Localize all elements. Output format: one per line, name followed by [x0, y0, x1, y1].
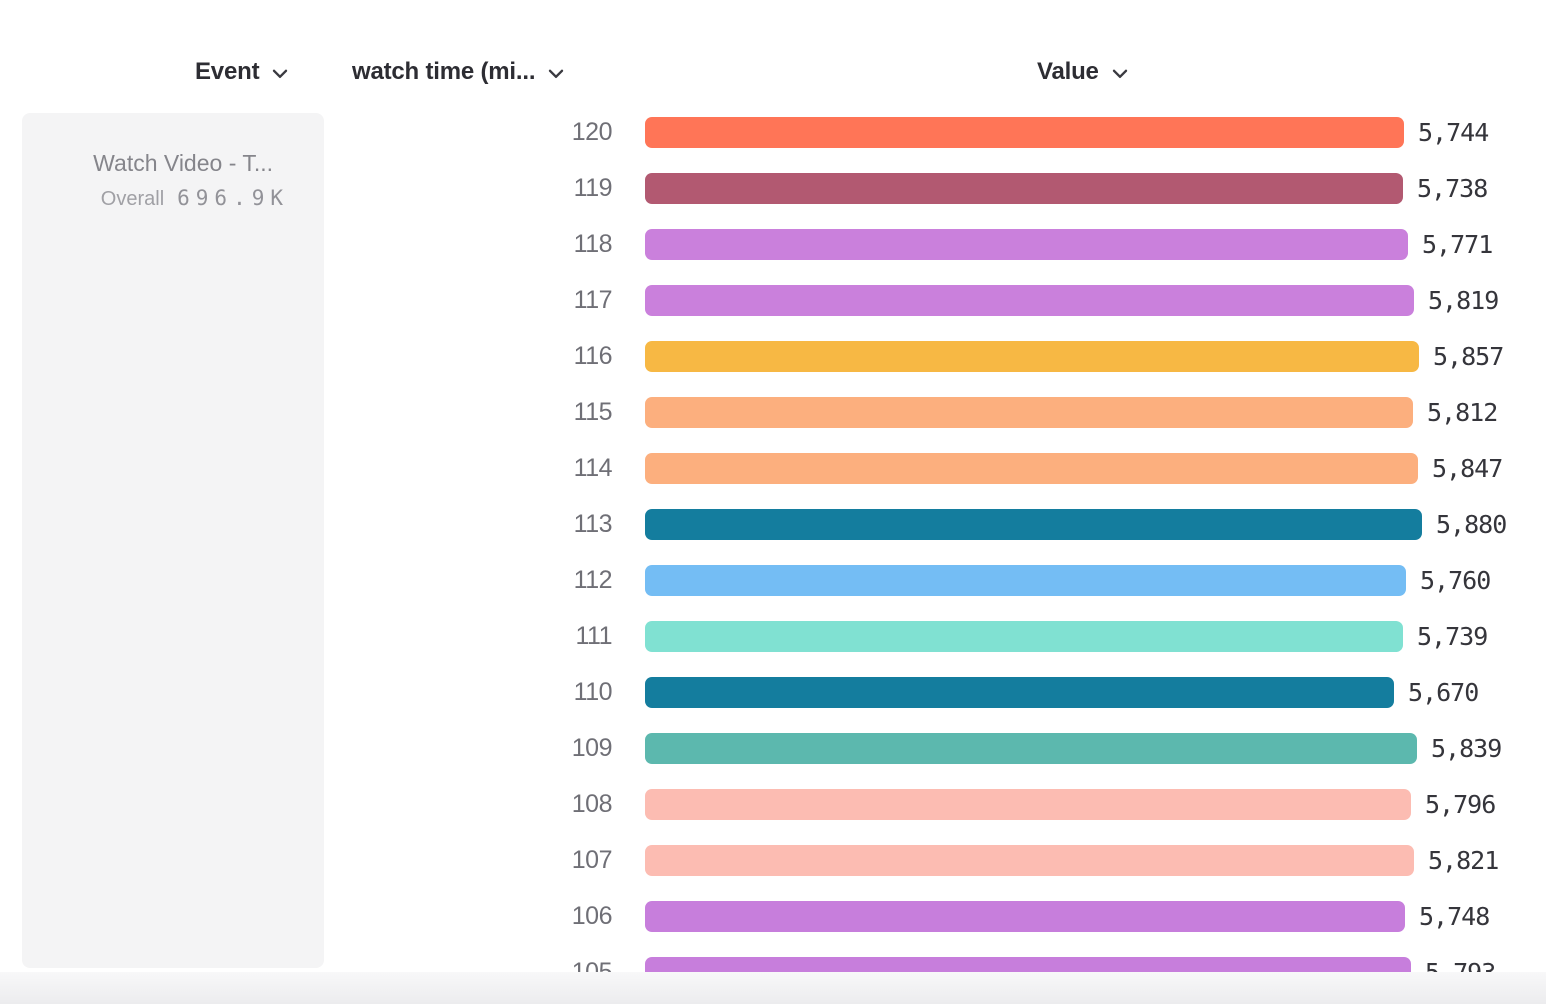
chevron-down-icon	[548, 69, 564, 79]
measure-column-label: watch time (mi...	[352, 58, 536, 85]
bar[interactable]	[645, 117, 1404, 148]
bar-row: 115 5,812	[0, 397, 1546, 428]
category-label: 116	[573, 342, 613, 370]
category-label: 120	[571, 118, 613, 146]
bar[interactable]	[645, 285, 1414, 316]
category-label: 109	[571, 734, 613, 762]
category-label: 111	[575, 622, 612, 650]
bar-row: 106 5,748	[0, 901, 1546, 932]
value-label: 5,760	[1420, 566, 1491, 595]
category-label: 107	[571, 846, 613, 874]
value-label: 5,819	[1428, 286, 1499, 315]
bar-row: 120 5,744	[0, 117, 1546, 148]
bar-row: 109 5,839	[0, 733, 1546, 764]
bar[interactable]	[645, 621, 1403, 652]
bar-row: 113 5,880	[0, 509, 1546, 540]
bar[interactable]	[645, 173, 1403, 204]
value-label: 5,670	[1408, 678, 1479, 707]
bar-row: 118 5,771	[0, 229, 1546, 260]
bar[interactable]	[645, 789, 1411, 820]
category-label: 115	[573, 398, 613, 426]
category-label: 117	[573, 286, 613, 314]
bar-row: 110 5,670	[0, 677, 1546, 708]
bottom-scroll-edge	[0, 972, 1546, 1004]
category-label: 114	[573, 454, 613, 482]
value-label: 5,739	[1417, 622, 1488, 651]
bar[interactable]	[645, 229, 1408, 260]
value-label: 5,738	[1417, 174, 1488, 203]
bar[interactable]	[645, 677, 1394, 708]
category-label: 112	[573, 566, 613, 594]
value-column-label: Value	[1037, 58, 1099, 85]
measure-column-dropdown[interactable]: watch time (mi...	[352, 58, 564, 86]
event-column-label: Event	[195, 58, 260, 85]
value-label: 5,771	[1422, 230, 1493, 259]
value-label: 5,839	[1431, 734, 1502, 763]
event-column-dropdown[interactable]: Event	[195, 58, 288, 86]
value-label: 5,857	[1433, 342, 1504, 371]
value-label: 5,744	[1418, 118, 1489, 147]
category-label: 108	[571, 790, 613, 818]
category-label: 106	[571, 902, 613, 930]
segment-label: Overall	[100, 188, 165, 210]
category-label: 118	[573, 230, 613, 258]
bar[interactable]	[645, 397, 1413, 428]
value-label: 5,821	[1428, 846, 1499, 875]
bar-row: 111 5,739	[0, 621, 1546, 652]
bar[interactable]	[645, 453, 1418, 484]
bar-row: 114 5,847	[0, 453, 1546, 484]
bar-row: 108 5,796	[0, 789, 1546, 820]
bar-row: 117 5,819	[0, 285, 1546, 316]
value-column-dropdown[interactable]: Value	[1037, 58, 1128, 86]
event-metric-line: Overall 696.9K	[22, 186, 283, 211]
category-label: 119	[573, 174, 613, 202]
value-label: 5,847	[1432, 454, 1503, 483]
bar[interactable]	[645, 845, 1414, 876]
category-label: 110	[573, 678, 613, 706]
event-summary-card[interactable]: Watch Video - T... Overall 696.9K	[22, 113, 324, 968]
bar-row: 119 5,738	[0, 173, 1546, 204]
chevron-down-icon	[272, 69, 288, 79]
bar[interactable]	[645, 733, 1417, 764]
value-label: 5,880	[1436, 510, 1507, 539]
chevron-down-icon	[1112, 69, 1128, 79]
bar-row: 116 5,857	[0, 341, 1546, 372]
value-label: 5,748	[1419, 902, 1490, 931]
value-label: 5,812	[1427, 398, 1498, 427]
value-label: 5,796	[1425, 790, 1496, 819]
bar[interactable]	[645, 565, 1406, 596]
bar-row: 107 5,821	[0, 845, 1546, 876]
bar[interactable]	[645, 341, 1419, 372]
bar-row: 112 5,760	[0, 565, 1546, 596]
category-label: 113	[573, 510, 613, 538]
bar[interactable]	[645, 509, 1422, 540]
event-title: Watch Video - T...	[93, 150, 273, 176]
segment-total-value: 696.9K	[177, 186, 289, 210]
bar[interactable]	[645, 901, 1405, 932]
